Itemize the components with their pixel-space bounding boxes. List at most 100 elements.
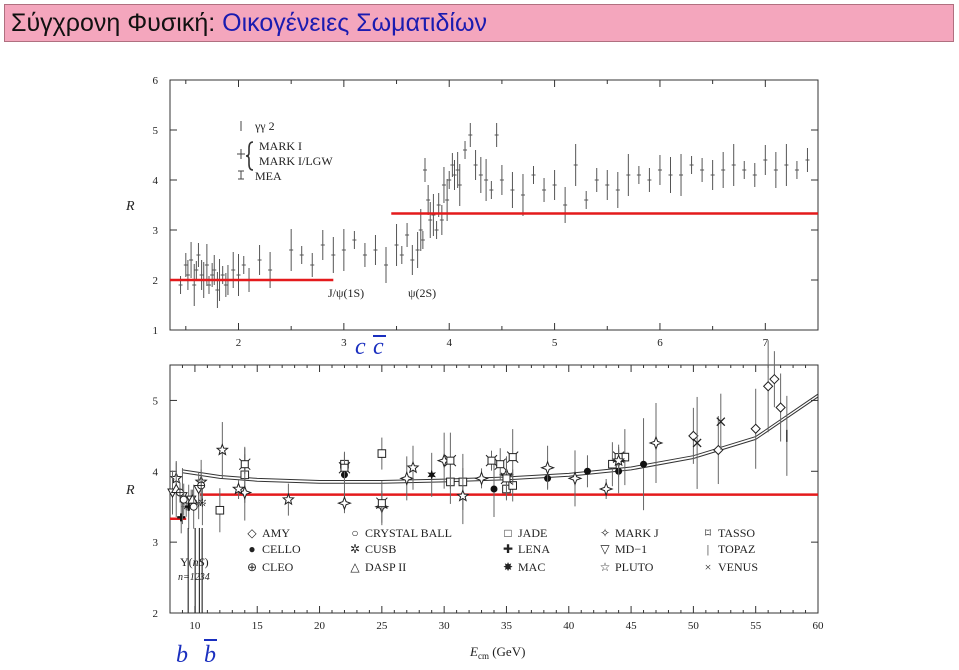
- top-plot-frame: [169, 79, 819, 331]
- data-point-jade: [377, 449, 387, 458]
- legend-mark-j-label: MARK J: [615, 526, 659, 540]
- top-y-tick-label: 6: [153, 75, 159, 87]
- legend-crystal-ball-icon: ○: [351, 526, 358, 540]
- data-point-tasso: [444, 454, 457, 467]
- data-point-tasso: [446, 456, 455, 465]
- data-point-tasso: [506, 451, 519, 463]
- bottom-x-tick-label: 25: [376, 620, 388, 632]
- bottom-x-tick-label: 40: [563, 620, 575, 632]
- data-point-tasso: [240, 460, 249, 469]
- bottom-y-tick-label: 2: [153, 608, 159, 620]
- bottom-x-tick-label: 50: [688, 620, 700, 632]
- legend-pluto-icon: ☆: [600, 560, 611, 574]
- data-point-tasso: [500, 472, 513, 485]
- top-x-tick-label: 5: [552, 337, 558, 349]
- quark-b-label: b: [176, 642, 188, 668]
- legend-amy-label: AMY: [262, 526, 290, 540]
- legend-md-1-icon: ▽: [600, 542, 610, 556]
- data-point-amy: [762, 381, 774, 392]
- legend-marki-lgw-label: MARK I/LGW: [259, 154, 333, 168]
- legend-amy-icon: ◇: [247, 526, 257, 540]
- data-point-pluto: [456, 489, 470, 502]
- data-point-cello: [583, 467, 591, 475]
- top-x-tick-label: 2: [236, 337, 242, 349]
- bottom-ylabel: R: [125, 483, 135, 498]
- data-point-tasso: [487, 456, 496, 465]
- data-point-cusb: [197, 498, 207, 508]
- top-y-tick-label: 2: [153, 275, 159, 287]
- legend-jade-icon: □: [504, 526, 511, 540]
- data-point-mark-j: [567, 470, 583, 486]
- data-point-cleo: [176, 489, 184, 497]
- data-point-jade: [215, 505, 225, 515]
- top-y-tick-label: 1: [153, 325, 159, 337]
- data-point-amy: [688, 430, 699, 442]
- legend-pluto-label: PLUTO: [615, 560, 654, 574]
- jpsi-label: J/ψ(1S): [328, 286, 364, 300]
- bottom-x-tick-label: 20: [314, 620, 326, 632]
- bottom-x-tick-label: 30: [439, 620, 451, 632]
- bottom-y-tick-label: 3: [153, 537, 159, 549]
- quark-c-label: c: [355, 334, 366, 360]
- bottom-x-tick-label: 10: [189, 620, 201, 632]
- top-y-tick-label: 4: [153, 175, 159, 187]
- data-point-venus: [716, 417, 726, 427]
- data-point-tasso: [377, 499, 386, 508]
- top-ylabel: R: [125, 199, 135, 214]
- legend-venus-label: VENUS: [718, 560, 758, 574]
- legend-gg2-label: γγ 2: [254, 119, 275, 133]
- legend-cello-icon: ●: [248, 542, 255, 556]
- slide-header: Σύγχρονη Φυσική: Οικογένειες Σωματιδίων: [4, 4, 954, 42]
- data-point-mac: [427, 469, 436, 480]
- data-point-cleo: [197, 481, 205, 489]
- data-point-pluto: [231, 482, 246, 495]
- legend-lena-label: LENA: [518, 542, 550, 556]
- data-point-pluto: [281, 492, 295, 506]
- legend-cusb-label: CUSB: [365, 542, 396, 556]
- legend-marki-label: MARK I: [259, 139, 302, 153]
- data-point-amy: [775, 402, 786, 413]
- legend-cusb-icon: ✲: [350, 542, 360, 556]
- legend-mark-j-icon: ✧: [600, 526, 610, 540]
- data-point-mark-j: [540, 460, 556, 476]
- bottom-y-tick-label: 5: [153, 395, 159, 407]
- slide-title-prefix: Σύγχρονη Φυσική:: [11, 9, 223, 37]
- legend-md-1-label: MD−1: [615, 542, 647, 556]
- bottom-y-tick-label: 4: [153, 466, 159, 478]
- legend-dasp-ii-icon: △: [350, 560, 360, 574]
- top-y-tick-label: 5: [153, 125, 159, 137]
- data-point-mark-j: [399, 470, 415, 486]
- legend-crystal-ball-label: CRYSTAL BALL: [365, 526, 452, 540]
- data-point-tasso: [340, 463, 349, 472]
- bottom-x-tick-label: 45: [626, 620, 638, 632]
- data-point-tasso: [375, 497, 388, 510]
- legend-mac-label: MAC: [518, 560, 545, 574]
- data-point-tasso: [238, 458, 251, 471]
- data-point-tasso: [508, 453, 517, 462]
- data-point-crystal-ball: [189, 502, 198, 511]
- data-point-pluto: [406, 460, 420, 474]
- top-x-tick-label: 7: [763, 337, 769, 349]
- upsilon-n-label: n=1234: [178, 572, 210, 583]
- bottom-x-tick-label: 55: [750, 620, 762, 632]
- top-x-tick-label: 6: [657, 337, 663, 349]
- data-point-mark-j: [648, 435, 664, 451]
- data-point-venus: [692, 438, 702, 448]
- legend-venus-icon: ×: [705, 560, 712, 574]
- data-point-lena: [177, 513, 186, 522]
- data-point-pluto: [612, 453, 626, 467]
- top-x-tick-label: 3: [341, 337, 347, 349]
- quark-cbar-label: c: [373, 334, 384, 360]
- legend-cello-label: CELLO: [262, 542, 301, 556]
- data-point-tasso: [485, 454, 498, 467]
- slide-title: Οικογένειες Σωματιδίων: [222, 9, 487, 37]
- legend-mea-label: MEA: [255, 169, 282, 183]
- data-point-tasso: [502, 474, 511, 483]
- legend-lena-icon: ✚: [503, 542, 513, 556]
- bottom-xlabel: Ecm (GeV): [469, 644, 525, 661]
- bottom-x-tick-label: 60: [813, 620, 825, 632]
- upsilon-label: Υ(nS): [180, 555, 209, 569]
- data-point-cello: [640, 460, 648, 468]
- legend-tasso-icon: ⌑: [705, 526, 712, 540]
